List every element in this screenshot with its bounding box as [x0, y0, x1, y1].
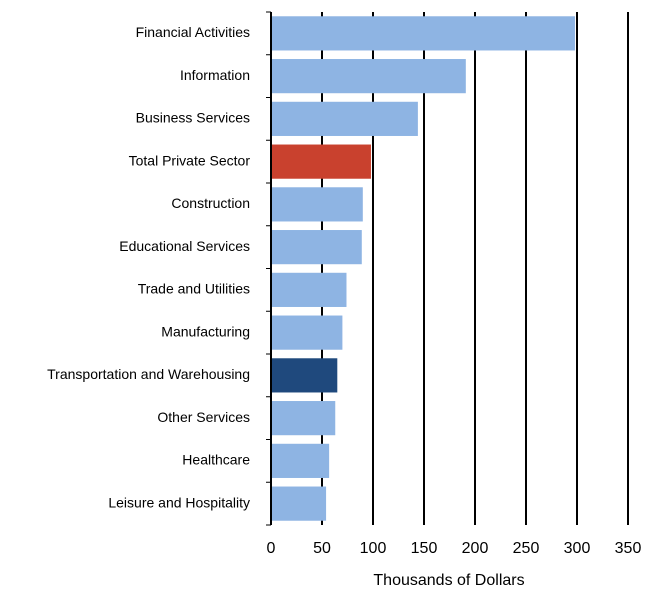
x-tick-label: 100: [360, 540, 387, 557]
bar: [271, 401, 336, 436]
y-tick-label: Transportation and Warehousing: [47, 366, 250, 382]
y-tick-label: Information: [180, 67, 250, 83]
x-tick-label: 250: [513, 540, 540, 557]
x-tick-label: 200: [462, 540, 489, 557]
y-tick-label: Trade and Utilities: [138, 281, 250, 297]
bar: [271, 443, 330, 478]
bar: [271, 230, 362, 265]
bar: [271, 144, 371, 179]
y-tick-label: Total Private Sector: [129, 152, 251, 168]
y-tick-label: Leisure and Hospitality: [108, 494, 250, 510]
y-tick-label: Business Services: [136, 110, 250, 126]
y-tick-label: Healthcare: [182, 452, 250, 468]
bar: [271, 358, 338, 393]
y-tick-label: Manufacturing: [161, 323, 250, 339]
y-tick-label: Financial Activities: [136, 24, 250, 40]
bar: [271, 272, 347, 307]
x-tick-label: 300: [564, 540, 591, 557]
bar: [271, 187, 363, 222]
y-tick-label: Educational Services: [119, 238, 250, 254]
x-tick-label: 350: [615, 540, 642, 557]
bar: [271, 486, 327, 521]
bar: [271, 101, 418, 136]
x-tick-label: 50: [313, 540, 331, 557]
bar: [271, 59, 466, 94]
y-tick-label: Other Services: [157, 409, 250, 425]
y-tick-label: Construction: [171, 195, 250, 211]
bar: [271, 16, 575, 51]
x-axis-title: Thousands of Dollars: [373, 572, 524, 589]
bar: [271, 315, 343, 350]
x-tick-label: 0: [267, 540, 276, 557]
x-tick-label: 150: [411, 540, 438, 557]
